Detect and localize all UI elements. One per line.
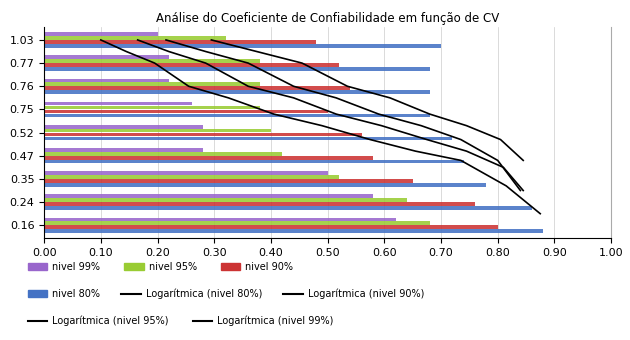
- Legend: Logarítmica (nivel 95%), Logarítmica (nivel 99%): Logarítmica (nivel 95%), Logarítmica (ni…: [24, 312, 337, 330]
- Bar: [44, 106, 260, 109]
- Bar: [44, 206, 532, 210]
- Bar: [44, 171, 328, 175]
- Bar: [44, 218, 396, 221]
- Bar: [44, 83, 260, 86]
- Bar: [44, 125, 203, 129]
- Bar: [44, 32, 158, 36]
- Bar: [44, 129, 271, 133]
- Bar: [44, 109, 328, 113]
- Bar: [44, 221, 430, 225]
- Bar: [44, 55, 169, 59]
- Bar: [44, 90, 430, 94]
- Bar: [44, 36, 226, 40]
- Title: Análise do Coeficiente de Confiabilidade em função de CV: Análise do Coeficiente de Confiabilidade…: [156, 12, 499, 24]
- Bar: [44, 133, 362, 136]
- Bar: [44, 194, 373, 198]
- Bar: [44, 179, 413, 183]
- Bar: [44, 148, 203, 152]
- Bar: [44, 137, 452, 140]
- Bar: [44, 230, 543, 233]
- Bar: [44, 67, 430, 71]
- Bar: [44, 40, 316, 44]
- Bar: [44, 160, 464, 164]
- Bar: [44, 175, 339, 179]
- Legend: nivel 99%, nivel 95%, nivel 90%: nivel 99%, nivel 95%, nivel 90%: [24, 258, 297, 276]
- Bar: [44, 79, 169, 82]
- Bar: [44, 202, 475, 206]
- Bar: [44, 183, 486, 187]
- Bar: [44, 114, 430, 117]
- Legend: nivel 80%, Logarítmica (nivel 80%), Logarítmica (nivel 90%): nivel 80%, Logarítmica (nivel 80%), Loga…: [24, 285, 428, 303]
- Bar: [44, 44, 441, 48]
- Bar: [44, 59, 260, 63]
- Bar: [44, 225, 498, 229]
- Bar: [44, 63, 339, 67]
- Bar: [44, 86, 350, 90]
- Bar: [44, 152, 282, 156]
- Bar: [44, 102, 192, 105]
- Bar: [44, 156, 373, 159]
- Bar: [44, 198, 407, 202]
